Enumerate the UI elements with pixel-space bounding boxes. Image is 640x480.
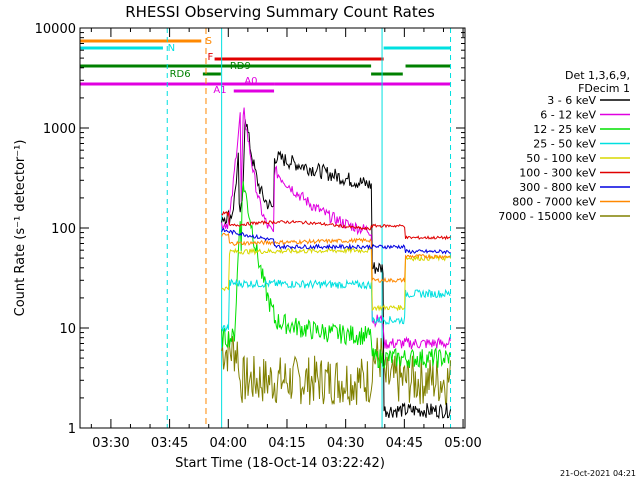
series-2 — [221, 181, 451, 370]
legend-label-0: 3 - 6 keV — [547, 94, 596, 107]
y-axis: 1 10 100 1000 10000 — [35, 22, 465, 437]
series-7 — [221, 232, 451, 283]
flag-label-rd6: RD6 — [170, 69, 191, 80]
x-tick-label: 04:00 — [210, 436, 247, 451]
status-flags: S N F RD9 RD6 A0 A1 — [80, 36, 451, 96]
legend-label-2: 12 - 25 keV — [533, 123, 596, 136]
legend-title-line-2: FDecim 1 — [578, 82, 630, 95]
flag-label-s: S — [206, 36, 212, 47]
legend-label-5: 100 - 300 keV — [519, 167, 596, 180]
y-tick-label: 1000 — [43, 122, 76, 137]
flag-label-a1: A1 — [213, 85, 226, 96]
x-tick-label: 04:45 — [386, 436, 423, 451]
y-tick-label: 10 — [59, 322, 76, 337]
series-3 — [221, 278, 451, 333]
flag-label-a0: A0 — [244, 76, 257, 87]
x-axis: 03:30 03:45 04:00 04:15 04:30 04:45 05:00 — [90, 28, 482, 451]
legend-label-8: 7000 - 15000 keV — [498, 210, 596, 223]
flag-label-f: F — [208, 52, 214, 63]
y-tick-label: 1 — [68, 422, 76, 437]
y-tick-label: 10000 — [35, 22, 76, 37]
x-tick-label: 04:30 — [327, 436, 364, 451]
series-6 — [221, 227, 451, 255]
legend-label-7: 800 - 7000 keV — [512, 196, 596, 209]
series-layer — [221, 107, 451, 420]
legend-title-line-1: Det 1,3,6,9, — [565, 69, 630, 82]
legend-label-3: 25 - 50 keV — [533, 138, 596, 151]
flag-label-rd9: RD9 — [230, 61, 251, 72]
x-axis-label: Start Time (18-Oct-14 03:22:42) — [175, 456, 385, 471]
y-tick-label: 100 — [51, 222, 76, 237]
x-tick-label: 03:45 — [151, 436, 188, 451]
legend-label-1: 6 - 12 keV — [540, 109, 596, 122]
series-5 — [221, 210, 451, 241]
series-4 — [221, 246, 451, 312]
x-tick-label: 04:15 — [268, 436, 305, 451]
x-tick-label: 05:00 — [444, 436, 481, 451]
legend-label-4: 50 - 100 keV — [526, 152, 596, 165]
x-tick-label: 03:30 — [92, 436, 129, 451]
timestamp: 21-Oct-2021 04:21 — [560, 469, 636, 478]
flag-label-n: N — [168, 43, 175, 54]
chart-title: RHESSI Observing Summary Count Rates — [125, 3, 435, 21]
legend-label-6: 300 - 800 keV — [519, 181, 596, 194]
series-0 — [221, 119, 451, 420]
series-8 — [221, 331, 451, 406]
y-axis-label: Count Rate (s⁻¹ detector⁻¹) — [13, 140, 28, 317]
